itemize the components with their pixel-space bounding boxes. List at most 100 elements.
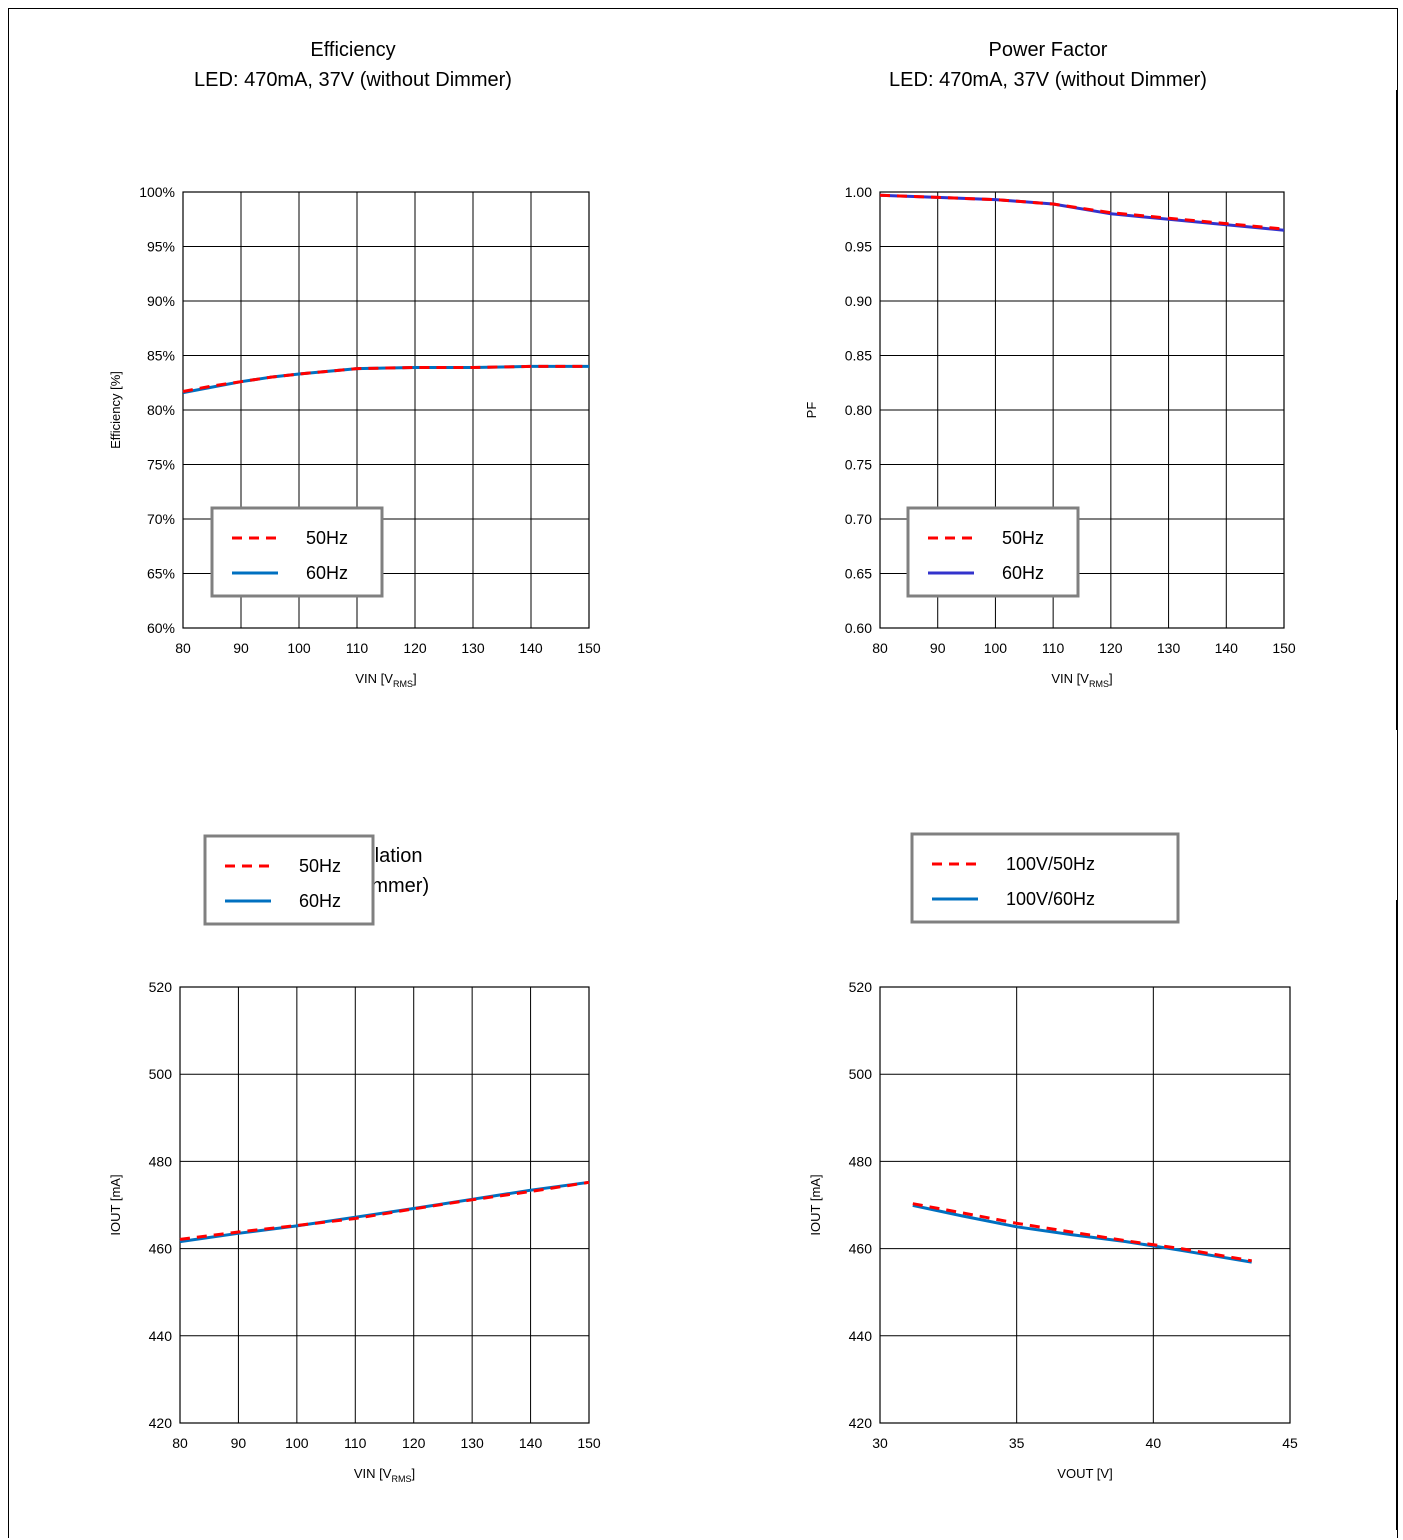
legend-label: 60Hz [299,891,341,911]
x-axis-label-tail: ] [411,1466,415,1481]
x-tick-label: 30 [872,1435,888,1451]
x-axis-label-tail: ] [413,671,417,686]
y-tick-label: 480 [149,1153,173,1169]
plot-area-frame [879,191,1285,629]
x-tick-label: 100 [287,640,311,656]
y-tick-label: 520 [149,979,173,995]
y-tick-label: 0.90 [845,293,872,309]
x-axis-label-tail: ] [1109,671,1113,686]
legend-label: 50Hz [1002,528,1044,548]
y-tick-label: 420 [149,1415,173,1431]
y-tick-label: 60% [147,620,175,636]
legend: 100V/50Hz 100V/60Hz [910,832,1180,924]
chart-load-regulation: Load Regulation(without Dimmer)303540454… [700,780,1400,1540]
x-tick-label: 120 [1099,640,1123,656]
series-line-50hz [179,1180,590,1241]
y-tick-label: 0.85 [845,348,872,364]
x-tick-label: 140 [1215,640,1239,656]
x-tick-label: 130 [460,1435,484,1451]
series-line-50hz [182,364,589,393]
y-tick-label: 0.60 [845,620,872,636]
x-tick-label: 120 [403,640,427,656]
legend-label: 100V/50Hz [1006,854,1095,874]
legend-label: 60Hz [1002,563,1044,583]
y-tick-label: 520 [849,979,873,995]
y-tick-label: 90% [147,293,175,309]
series-line-60hz [179,1180,590,1244]
y-tick-label: 95% [147,239,175,255]
x-tick-label: 120 [402,1435,426,1451]
y-tick-label: 0.80 [845,402,872,418]
y-tick-label: 0.70 [845,511,872,527]
legend-box [906,506,1080,598]
chart-line-regulation: Line Regulation(without Dimmer)809010011… [0,780,700,1540]
y-tick-label: 1.00 [845,184,872,200]
x-tick-label: 90 [233,640,249,656]
x-tick-label: 150 [1272,640,1296,656]
chart-title-line: Power Factor [989,39,1108,61]
plot-area-frame [182,191,590,629]
y-tick-label: 65% [147,566,175,582]
x-tick-label: 100 [285,1435,309,1451]
x-axis-label: VIN [VRMS] [354,1466,415,1484]
x-axis-label-subscript: RMS [391,1474,411,1484]
x-tick-label: 150 [577,1435,601,1451]
legend-label: 60Hz [306,563,348,583]
x-tick-label: 35 [1009,1435,1025,1451]
y-tick-label: 420 [849,1415,873,1431]
series-line-100v-50hz [912,1202,1252,1263]
chart-title-line: LED: 470mA, 37V (without Dimmer) [194,69,512,91]
x-tick-label: 110 [346,640,369,656]
legend-box [210,506,384,598]
line-regulation-chart-svg: Line Regulation(without Dimmer)809010011… [108,834,601,1484]
legend-label: 50Hz [299,856,341,876]
chart-power-factor: Power Factor LED: 470mA, 37V (without Dim… [700,0,1400,760]
x-tick-label: 140 [519,640,543,656]
y-axis-label: IOUT [mA] [808,1174,823,1235]
right-edge-divider-bottom [1396,900,1398,1530]
right-edge-divider-top [1396,90,1398,730]
x-tick-label: 130 [461,640,485,656]
chart-title-line: LED: 470mA, 37V (without Dimmer) [889,69,1207,91]
y-tick-label: 70% [147,511,175,527]
x-tick-label: 45 [1282,1435,1298,1451]
legend-label: 50Hz [306,528,348,548]
y-tick-label: 75% [147,457,175,473]
x-tick-label: 90 [231,1435,247,1451]
x-tick-label: 100 [984,640,1008,656]
x-tick-label: 110 [1042,640,1065,656]
x-tick-label: 40 [1146,1435,1162,1451]
y-tick-label: 80% [147,402,175,418]
y-tick-label: 100% [139,184,175,200]
y-tick-label: 440 [149,1328,173,1344]
plot-area-frame [879,986,1291,1424]
x-axis-label: VIN [VRMS] [355,671,416,689]
x-tick-label: 130 [1157,640,1181,656]
y-tick-label: 460 [149,1241,173,1257]
legend: 50Hz 60Hz [203,834,375,926]
y-tick-label: 480 [849,1153,873,1169]
x-axis-label-subscript: RMS [393,679,413,689]
legend-box [203,834,375,926]
legend: 50Hz 60Hz [210,506,384,598]
y-tick-label: 0.95 [845,239,872,255]
x-tick-label: 110 [344,1435,367,1451]
chart-title-line: Efficiency [310,39,395,61]
x-tick-label: 80 [175,640,191,656]
legend-label: 100V/60Hz [1006,889,1095,909]
y-axis-label: IOUT [mA] [108,1174,123,1235]
x-axis-label: VIN [VRMS] [1051,671,1112,689]
x-axis-label: VOUT [V] [1057,1466,1112,1481]
series-line-50hz [879,193,1285,231]
load-regulation-chart-svg: Load Regulation(without Dimmer)303540454… [808,832,1298,1481]
x-axis-label-main: VIN [V [1051,671,1089,686]
x-axis-label-main: VIN [V [355,671,393,686]
y-tick-label: 0.75 [845,457,872,473]
x-tick-label: 80 [172,1435,188,1451]
efficiency-chart-svg: Efficiency LED: 470mA, 37V (without Dimme… [108,39,601,689]
y-tick-label: 500 [849,1066,873,1082]
x-tick-label: 80 [872,640,888,656]
x-tick-label: 150 [577,640,601,656]
plot-area-frame [179,986,590,1424]
x-axis-label-main: VOUT [V] [1057,1466,1112,1481]
